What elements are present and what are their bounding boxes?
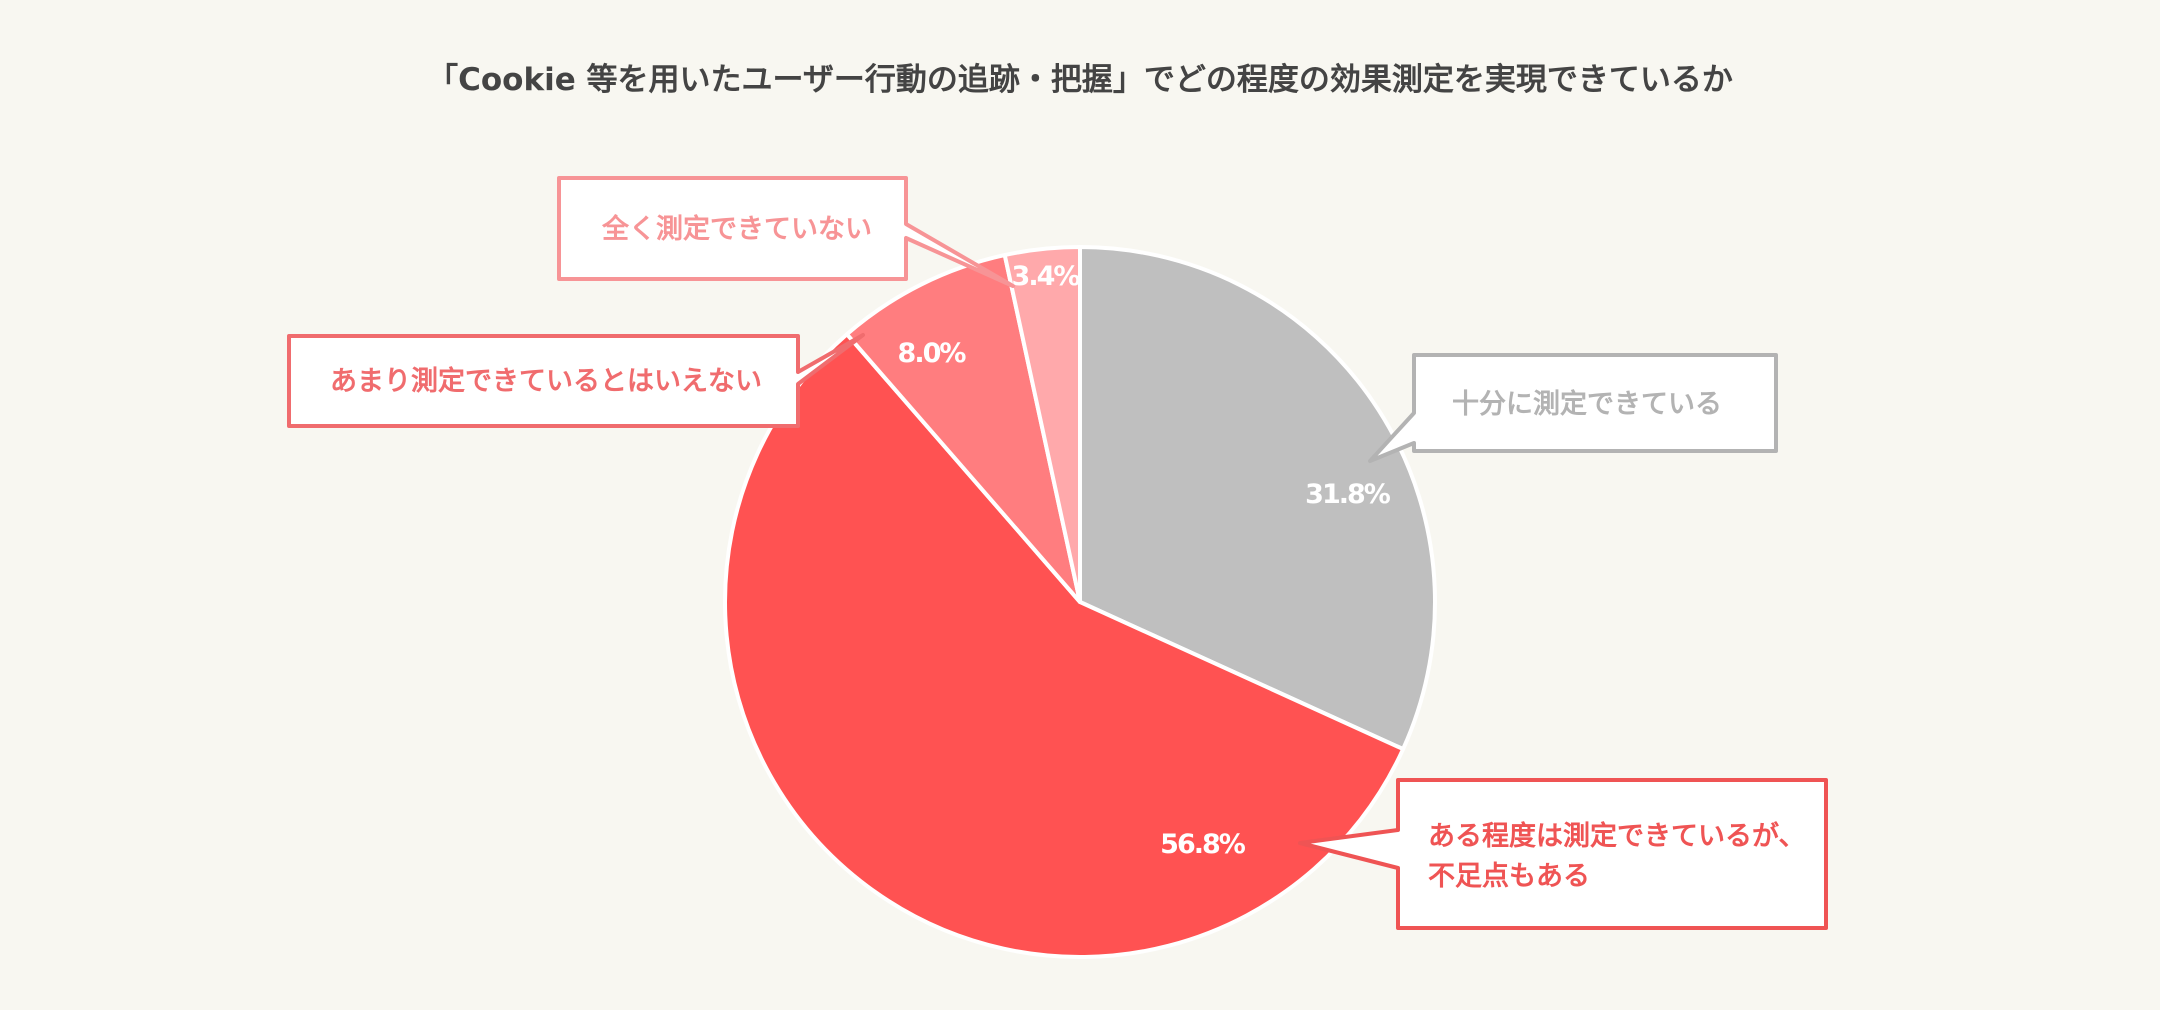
label-barely-measured: あまり測定できているとはいえない (330, 365, 762, 397)
slice-not-measured (1002, 245, 1082, 604)
label-not-measured: 全く測定できていない (601, 213, 872, 245)
slice-partially-measured (723, 332, 1406, 959)
pie-slices (723, 245, 1437, 959)
callout-barely-measured: あまり測定できているとはいえない (287, 333, 865, 428)
callout-partially-measured: ある程度は測定できているが、 不足点もある (1298, 778, 1828, 930)
callout-fully-measured: 十分に測定できている (1368, 353, 1778, 463)
percentage-labels: 31.8% 56.8% 8.0% 3.4% (898, 261, 1393, 860)
value-label-barely-measured: 8.0% (898, 338, 967, 369)
chart-title: 「Cookie 等を用いたユーザー行動の追跡・把握」でどの程度の効果測定を実現で… (427, 62, 1733, 98)
value-label-partially-measured: 56.8% (1160, 829, 1246, 860)
callout-not-measured: 全く測定できていない (557, 176, 1015, 288)
label-partially-measured-line-2: 不足点もある (1428, 861, 1590, 892)
slice-fully-measured (1078, 245, 1437, 752)
label-fully-measured: 十分に測定できている (1452, 388, 1722, 420)
value-label-not-measured: 3.4% (1012, 261, 1081, 292)
label-partially-measured-line-1: ある程度は測定できているが、 (1428, 820, 1805, 852)
value-label-fully-measured: 31.8% (1305, 479, 1391, 510)
